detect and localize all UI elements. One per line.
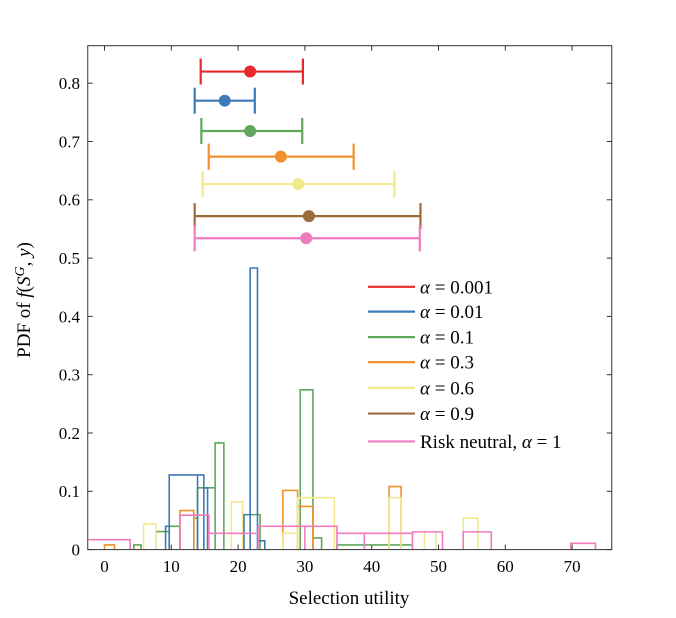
svg-text:Selection utility: Selection utility bbox=[289, 588, 410, 609]
svg-text:70: 70 bbox=[564, 557, 581, 576]
svg-text:α = 0.6: α = 0.6 bbox=[420, 378, 474, 399]
svg-text:0: 0 bbox=[100, 557, 109, 576]
svg-text:α = 0.3: α = 0.3 bbox=[420, 353, 474, 374]
svg-text:0.6: 0.6 bbox=[59, 191, 80, 210]
svg-text:α = 0.001: α = 0.001 bbox=[420, 277, 493, 298]
svg-text:30: 30 bbox=[296, 557, 313, 576]
svg-text:0.4: 0.4 bbox=[59, 307, 81, 326]
svg-text:10: 10 bbox=[163, 557, 180, 576]
svg-text:50: 50 bbox=[430, 557, 447, 576]
svg-text:0.8: 0.8 bbox=[59, 74, 80, 93]
svg-text:PDF of f(SG, y): PDF of f(SG, y) bbox=[13, 242, 35, 358]
svg-text:Risk neutral, α = 1: Risk neutral, α = 1 bbox=[420, 432, 562, 453]
svg-text:0.1: 0.1 bbox=[59, 482, 80, 501]
svg-text:40: 40 bbox=[363, 557, 380, 576]
svg-text:20: 20 bbox=[230, 557, 247, 576]
svg-text:0: 0 bbox=[72, 541, 81, 560]
svg-text:0.5: 0.5 bbox=[59, 249, 80, 268]
svg-text:0.3: 0.3 bbox=[59, 366, 80, 385]
svg-text:α = 0.9: α = 0.9 bbox=[420, 404, 474, 425]
svg-text:0.7: 0.7 bbox=[59, 132, 81, 151]
svg-text:60: 60 bbox=[497, 557, 514, 576]
svg-text:α = 0.01: α = 0.01 bbox=[420, 302, 483, 323]
svg-text:0.2: 0.2 bbox=[59, 424, 80, 443]
svg-text:α = 0.1: α = 0.1 bbox=[420, 328, 474, 349]
